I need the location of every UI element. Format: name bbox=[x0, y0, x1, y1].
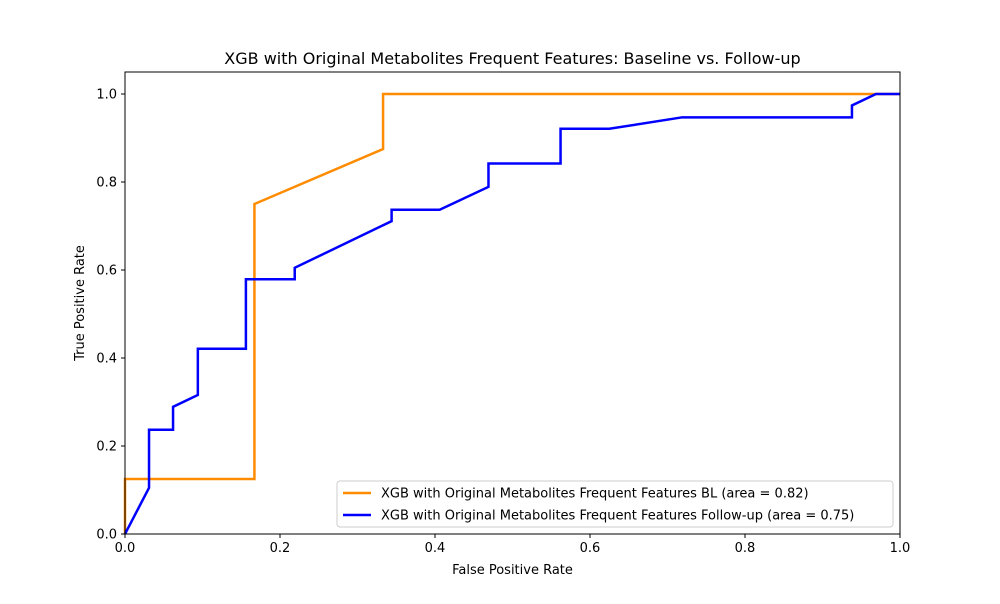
x-tick-label: 0.4 bbox=[425, 541, 446, 556]
plot-area: 0.0 0.2 0.4 0.6 0.8 1.0 0.0 0.2 0.4 0.6 0.8 1.0 bbox=[96, 71, 911, 556]
y-tick-label: 0.8 bbox=[96, 176, 117, 191]
legend: XGB with Original Metabolites Frequent F… bbox=[336, 480, 894, 528]
series-line-0 bbox=[123, 92, 900, 534]
chart-title: XGB with Original Metabolites Frequent F… bbox=[224, 49, 800, 68]
series-line-1 bbox=[123, 92, 900, 535]
legend-label-1: XGB with Original Metabolites Frequent F… bbox=[381, 509, 854, 524]
x-axis-label: False Positive Rate bbox=[452, 563, 573, 578]
legend-label-0: XGB with Original Metabolites Frequent F… bbox=[381, 487, 809, 502]
x-tick-label: 0.2 bbox=[270, 541, 291, 556]
y-tick-label: 1.0 bbox=[96, 88, 117, 103]
y-axis-label: True Positive Rate bbox=[73, 245, 88, 362]
x-tick-label: 0.0 bbox=[115, 541, 136, 556]
y-tick-label: 0.6 bbox=[96, 264, 117, 279]
y-tick-label: 0.2 bbox=[96, 440, 117, 455]
y-tick-label: 0.0 bbox=[96, 528, 117, 543]
x-tick-label: 0.6 bbox=[580, 541, 601, 556]
legend-box bbox=[336, 480, 894, 528]
axes-frame bbox=[124, 71, 901, 535]
y-tick-label: 0.4 bbox=[96, 352, 117, 367]
x-tick-label: 1.0 bbox=[890, 541, 911, 556]
x-tick-label: 0.8 bbox=[735, 541, 756, 556]
